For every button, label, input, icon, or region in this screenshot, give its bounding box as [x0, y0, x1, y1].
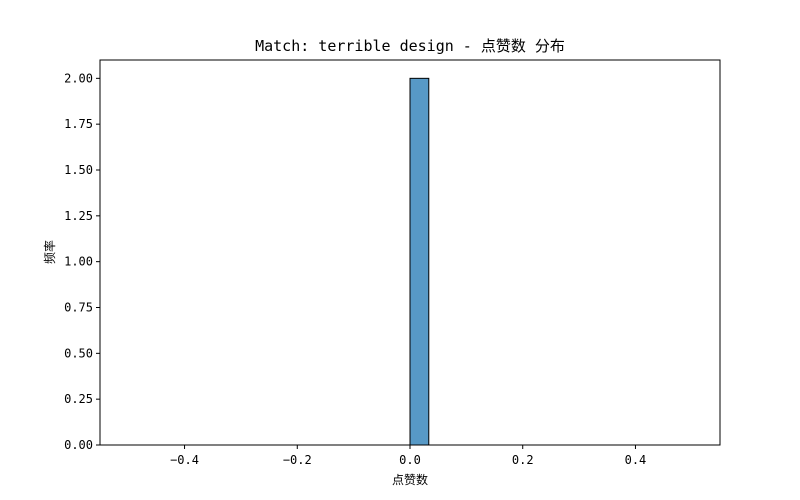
y-tick-label: 2.00 [64, 71, 93, 85]
y-tick-label: 1.00 [64, 255, 93, 269]
y-tick-label: 0.50 [64, 346, 93, 360]
x-axis-ticks: −0.4 −0.2 0.0 0.2 0.4 [170, 445, 646, 467]
x-axis-label: 点赞数 [392, 472, 428, 487]
chart-title: Match: terrible design - 点赞数 分布 [255, 37, 565, 55]
y-tick-label: 0.25 [64, 392, 93, 406]
x-tick-label: 0.4 [625, 453, 647, 467]
y-tick-label: 0.75 [64, 301, 93, 315]
bars [127, 77, 693, 446]
y-axis-ticks: 0.00 0.25 0.50 0.75 1.00 1.25 1.50 1.75 2.00 [64, 71, 100, 452]
x-tick-label: −0.4 [170, 453, 199, 467]
histogram-bar [409, 77, 430, 446]
y-axis-label: 频率 [42, 240, 57, 264]
x-tick-label: 0.0 [399, 453, 421, 467]
y-tick-label: 1.25 [64, 209, 93, 223]
x-tick-label: −0.2 [283, 453, 312, 467]
y-tick-label: 1.50 [64, 163, 93, 177]
y-tick-label: 1.75 [64, 117, 93, 131]
plot-frame [99, 59, 721, 446]
y-tick-label: 0.00 [64, 438, 93, 452]
x-tick-label: 0.2 [512, 453, 534, 467]
